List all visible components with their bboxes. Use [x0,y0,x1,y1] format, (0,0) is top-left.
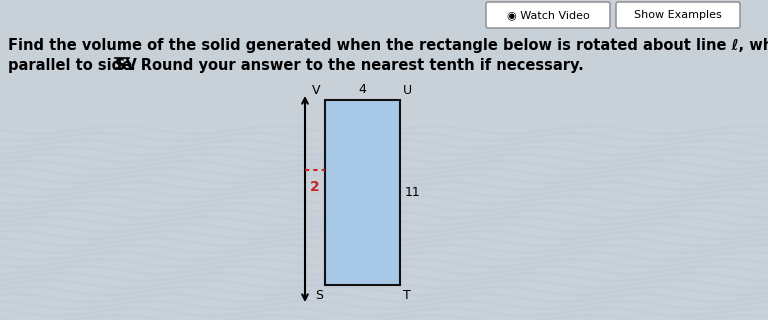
Text: parallel to side: parallel to side [8,58,137,73]
Text: V: V [312,84,320,97]
Text: ◉ Watch Video: ◉ Watch Video [507,10,589,20]
Text: T: T [403,289,411,302]
Text: Show Examples: Show Examples [634,10,722,20]
Text: U: U [403,84,412,97]
Text: SV: SV [115,58,137,73]
Text: . Round your answer to the nearest tenth if necessary.: . Round your answer to the nearest tenth… [130,58,584,73]
Text: Find the volume of the solid generated when the rectangle below is rotated about: Find the volume of the solid generated w… [8,38,768,53]
FancyBboxPatch shape [486,2,610,28]
Bar [325,100,400,285]
FancyBboxPatch shape [616,2,740,28]
Text: 2: 2 [310,180,320,194]
Text: 11: 11 [405,186,421,199]
Text: S: S [315,289,323,302]
Text: 4: 4 [359,83,366,96]
